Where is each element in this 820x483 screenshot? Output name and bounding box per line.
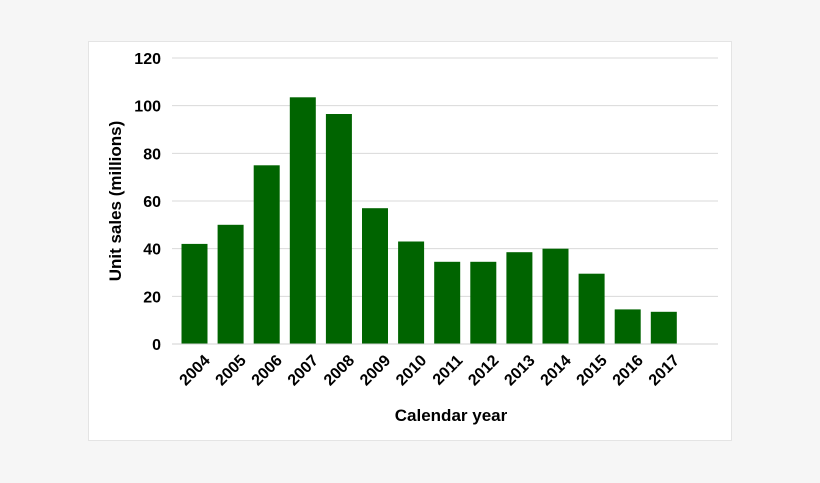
x-tick-label: 2009	[357, 352, 394, 389]
y-tick-label: 80	[143, 146, 161, 163]
y-tick-label: 120	[134, 51, 161, 68]
bar-2013	[506, 252, 533, 344]
bars	[181, 97, 677, 345]
bar-2007	[289, 97, 316, 344]
y-tick-label: 20	[143, 289, 161, 306]
x-tick-label: 2010	[393, 352, 430, 389]
x-tick-label: 2013	[501, 352, 538, 389]
x-tick-label: 2004	[176, 352, 213, 389]
bar-2004	[181, 243, 208, 344]
bar-2017	[650, 311, 677, 344]
bar-2011	[434, 261, 461, 344]
y-tick-label: 100	[134, 99, 161, 116]
y-tick-label: 60	[143, 194, 161, 211]
bar-2008	[325, 114, 352, 344]
x-tick-label: 2016	[610, 352, 647, 389]
bar-2014	[542, 248, 569, 344]
y-tick-label: 40	[143, 242, 161, 259]
bar-2010	[398, 241, 425, 344]
bar-2009	[362, 208, 388, 344]
bar-2006	[253, 165, 280, 345]
bar-2015	[578, 273, 605, 344]
chart-card	[88, 41, 732, 441]
y-axis-title: Unit sales (millions)	[106, 121, 125, 282]
x-tick-label: 2006	[249, 352, 286, 389]
y-tick-label: 0	[152, 337, 161, 354]
x-tick-label: 2005	[213, 352, 250, 389]
x-tick-label: 2007	[285, 352, 322, 389]
x-tick-label: 2014	[537, 352, 574, 389]
bar-2016	[614, 309, 641, 344]
bar-2012	[470, 261, 497, 344]
bar-2005	[217, 224, 244, 344]
x-tick-label: 2011	[430, 352, 467, 389]
y-tick-labels: 0 20 40 60 80 100 120	[134, 51, 161, 354]
x-tick-label: 2015	[574, 352, 611, 389]
x-tick-label: 2008	[321, 352, 358, 389]
x-tick-label: 2012	[465, 352, 502, 389]
x-axis-title: Calendar year	[395, 406, 508, 425]
x-tick-label: 2017	[646, 352, 683, 389]
